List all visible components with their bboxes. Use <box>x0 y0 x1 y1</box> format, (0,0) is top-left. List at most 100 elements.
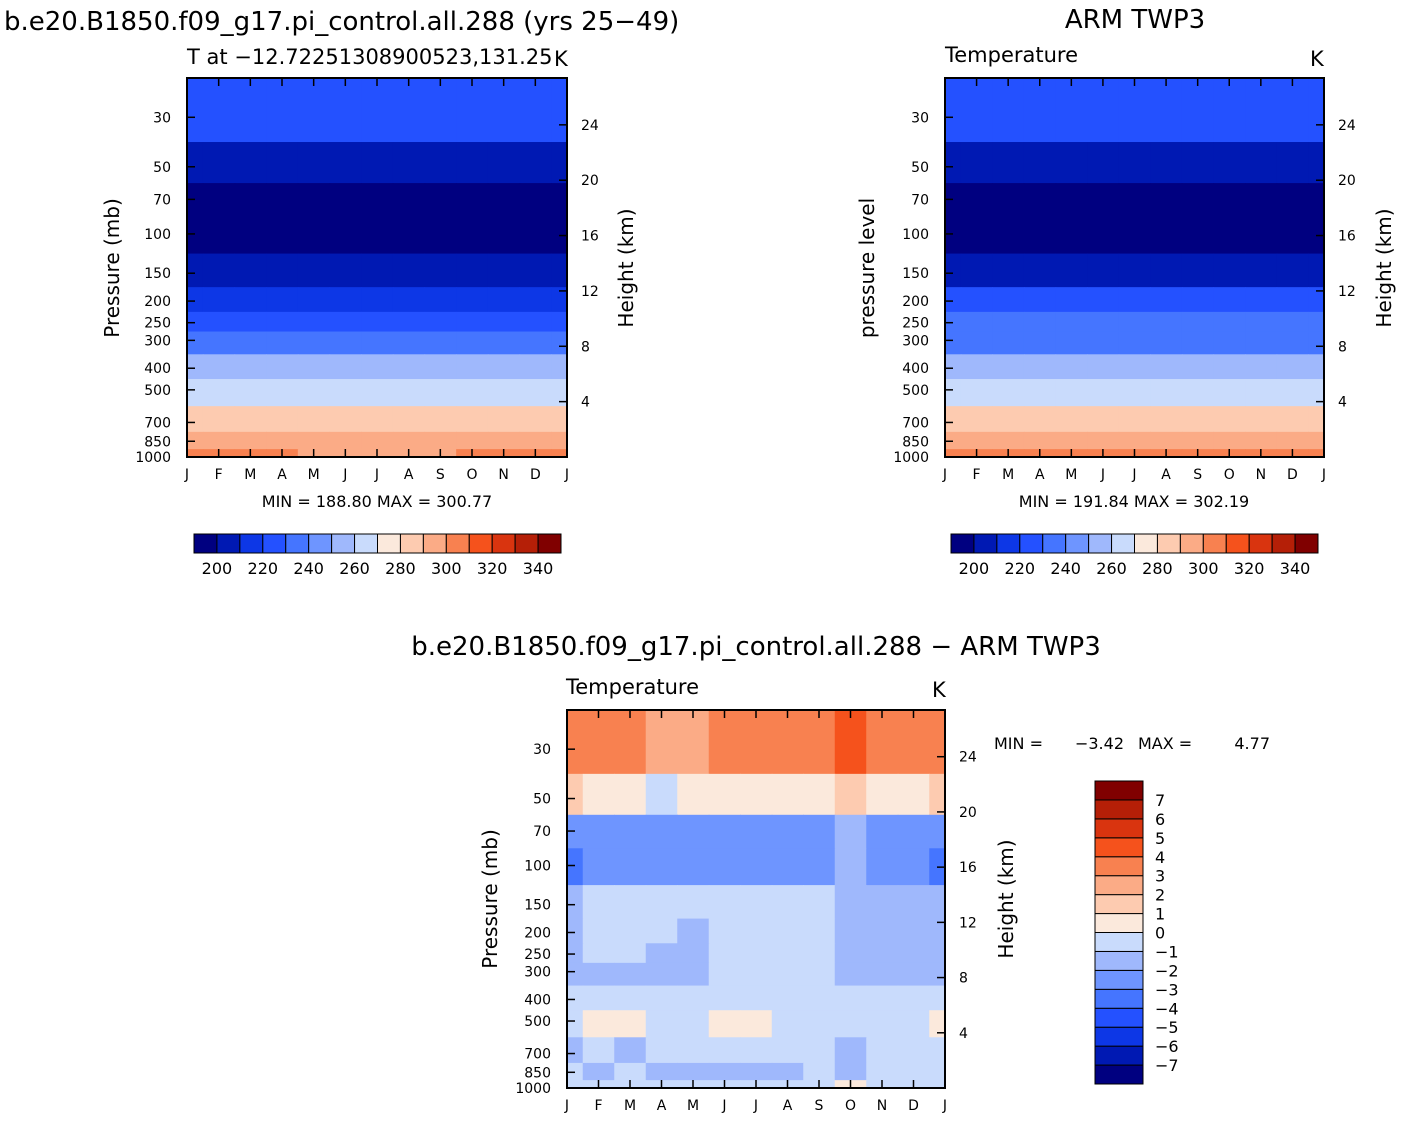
field-cell <box>392 431 426 450</box>
field-cell <box>1245 311 1278 333</box>
colorbar-tick-label: −7 <box>1155 1056 1179 1075</box>
field-cell <box>771 710 804 775</box>
field-cell <box>234 78 267 143</box>
field-cell <box>771 1062 804 1081</box>
colorbar-tick-label: 3 <box>1155 867 1165 886</box>
field-cell <box>582 1037 615 1064</box>
field-cell <box>1308 354 1325 380</box>
field-cell <box>329 354 362 380</box>
colorbar-box <box>399 533 424 554</box>
colorbar-box <box>1094 894 1144 915</box>
colorbar-box <box>514 533 539 554</box>
field-cell <box>1023 379 1057 407</box>
field-cell <box>929 885 946 920</box>
field-cell <box>361 142 394 184</box>
field-cell <box>1276 253 1309 288</box>
field-cell <box>551 449 568 458</box>
y-tick-label: 700 <box>144 415 171 431</box>
panel2-title: ARM TWP3 <box>1065 5 1205 35</box>
colorbar-box <box>1094 1007 1144 1028</box>
y2-tick-label: 8 <box>959 971 968 987</box>
panel-model-temperature: b.e20.B1850.f09_g17.pi_control.all.288 (… <box>4 7 679 578</box>
field-cell <box>803 773 836 816</box>
field-cell <box>945 431 962 450</box>
x-tick-label: J <box>342 467 347 483</box>
x-tick-label: J <box>753 1098 758 1114</box>
field-cell <box>1118 183 1151 218</box>
panel3-ylabel2: Height (km) <box>994 839 1018 958</box>
colorbar-box <box>491 533 516 554</box>
field-cell <box>187 311 204 333</box>
field-cell <box>487 253 521 288</box>
field-cell <box>945 253 962 288</box>
field-cell <box>1276 379 1309 407</box>
field-cell <box>1276 331 1309 355</box>
field-cell <box>1213 431 1246 450</box>
field-cell <box>1213 354 1246 380</box>
field-cell <box>1181 183 1215 218</box>
field-cell <box>740 814 773 849</box>
field-cell <box>234 331 267 355</box>
field-cell <box>1181 331 1215 355</box>
field-cell <box>567 943 584 964</box>
field-cell <box>456 287 489 313</box>
field-cell <box>1308 406 1325 433</box>
field-cell <box>234 406 267 433</box>
field-cell <box>740 943 773 964</box>
field-cell <box>1150 142 1183 184</box>
colorbar-tick-label: 220 <box>248 559 279 578</box>
panel1-ylabel: Pressure (mb) <box>100 198 124 338</box>
field-cell <box>614 962 647 987</box>
field-cell <box>582 710 615 775</box>
field-cell <box>1055 406 1088 433</box>
field-cell <box>834 814 867 849</box>
x-tick-label: A <box>657 1098 667 1114</box>
colorbar-tick-label: −1 <box>1155 942 1179 961</box>
colorbar-box <box>1134 533 1158 554</box>
field-cell <box>392 183 426 218</box>
field-cell <box>424 216 457 255</box>
y-tick-label: 100 <box>902 227 929 243</box>
field-cell <box>187 253 204 288</box>
y2-tick-label: 24 <box>1338 118 1356 134</box>
colorbar-tick-label: 240 <box>1050 559 1081 578</box>
field-cell <box>740 962 773 987</box>
colorbar-tick-label: 320 <box>1234 559 1265 578</box>
field-cell <box>234 183 267 218</box>
x-tick-label: J <box>721 1098 726 1114</box>
field-cell <box>567 710 584 775</box>
field-cell <box>771 1037 804 1064</box>
field-cell <box>740 710 773 775</box>
field-cell <box>487 406 521 433</box>
field-cell <box>1118 311 1151 333</box>
field-cell <box>897 1062 930 1081</box>
field-cell <box>361 78 394 143</box>
field-cell <box>234 379 267 407</box>
field-cell <box>1055 311 1088 333</box>
colorbar-box <box>537 533 562 554</box>
field-cell <box>677 918 710 944</box>
field-cell <box>945 331 962 355</box>
field-cell <box>329 78 362 143</box>
field-cell <box>834 773 867 816</box>
field-cell <box>1023 216 1057 255</box>
field-cell <box>202 287 236 313</box>
field-cell <box>897 943 930 964</box>
field-cell <box>187 142 204 184</box>
field-cell <box>897 773 930 816</box>
field-cell <box>187 406 204 433</box>
field-cell <box>1118 287 1151 313</box>
y-tick-label: 400 <box>524 992 551 1008</box>
field-cell <box>960 379 993 407</box>
field-cell <box>202 253 236 288</box>
y-tick-label: 30 <box>533 742 551 758</box>
field-cell <box>519 216 552 255</box>
x-tick-label: J <box>1131 467 1136 483</box>
field-cell <box>1023 406 1057 433</box>
x-tick-label: S <box>815 1098 824 1114</box>
field-cell <box>424 287 457 313</box>
y-tick-label: 30 <box>911 110 929 126</box>
field-cell <box>519 311 552 333</box>
field-cell <box>1150 78 1183 143</box>
